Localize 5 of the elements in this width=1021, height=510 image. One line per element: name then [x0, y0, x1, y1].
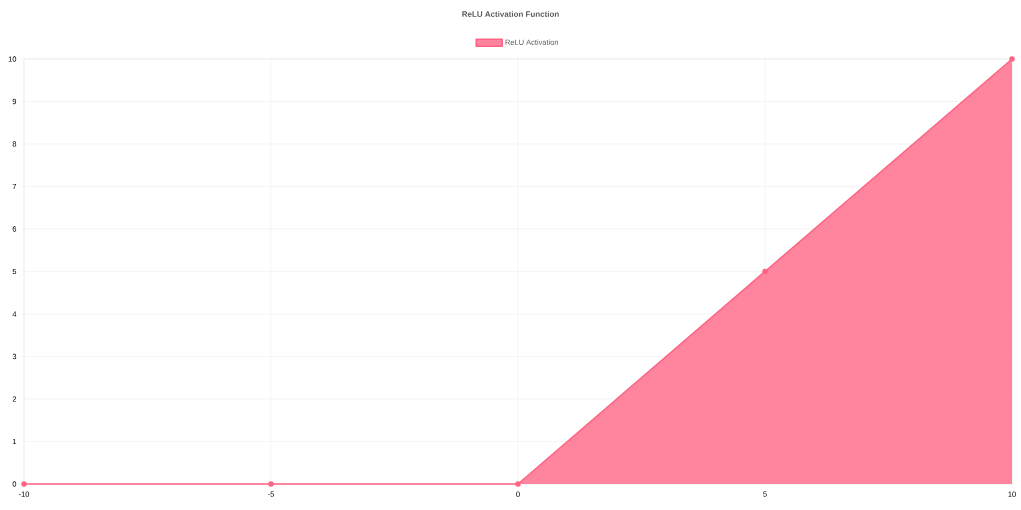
point [1009, 56, 1015, 62]
point [762, 268, 768, 275]
point [515, 481, 521, 487]
point [21, 481, 27, 487]
point [268, 481, 274, 487]
